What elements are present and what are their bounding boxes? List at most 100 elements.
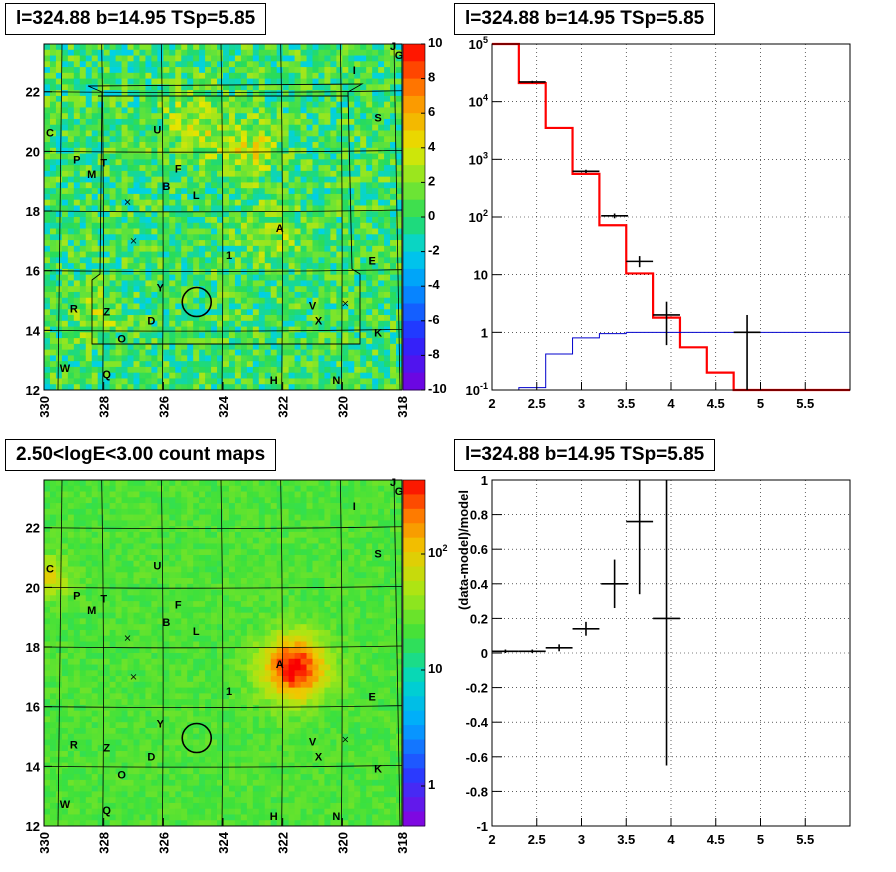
x-tick-label: 5 [757,396,764,411]
colorbar-cell [403,95,425,114]
colorbar-tick-label: 0 [428,208,435,223]
colorbar-tick-label: -2 [428,243,440,258]
colorbar-cell [403,494,425,510]
grid-meridian [280,479,283,827]
colorbar-cell [403,696,425,712]
colorbar-tick-label: 8 [428,70,435,85]
y-tick-label: 0.6 [470,542,488,557]
map-grid [43,43,403,391]
grid-parallel [43,149,403,153]
x-tick-label: 2 [488,832,495,847]
colorbar-cell [403,580,425,596]
colorbar-cell [403,753,425,769]
source-label: G [395,50,404,62]
colorbar-cell [403,537,425,553]
residual-title: l=324.88 b=14.95 TSp=5.85 [454,439,716,471]
x-tick-label: 5.5 [796,396,814,411]
colorbar-cell [403,286,425,304]
colorbar-cell [403,768,425,784]
residual-point [626,480,654,595]
colorbar-cell [403,182,425,201]
source-label: Q [102,369,111,381]
x-tick-label: 2 [488,396,495,411]
x-tick-label: 3 [578,832,585,847]
x-tick-label: 326 [156,396,171,418]
y-axis-label: (data-model)/model [456,490,471,610]
colorbar-cell [403,147,425,166]
colorbar-tick-label: -4 [428,277,440,292]
source-cross [124,199,131,205]
y-tick-label: 20 [26,144,40,159]
grid-parallel [43,328,403,332]
source-label: E [369,692,376,704]
colorbar-tick-label: -8 [428,346,440,361]
colorbar-tick-label: 2 [428,173,435,188]
map-grid [43,479,403,827]
spectrum-panel: l=324.88 b=14.95 TSp=5.85 2 2.5 3 3.5 4 4.5 5 5… [448,0,896,436]
map-pixels [44,44,403,391]
y-tick-label: 14 [26,323,41,338]
model-source-line [492,331,850,391]
source-label: M [87,169,96,181]
source-label: P [73,590,80,602]
grid-meridian [339,479,343,827]
source-label: Z [103,306,110,318]
y-tick-label: 18 [26,640,40,655]
y-tick-label: 0.8 [470,508,488,523]
grid-parallel [43,209,403,213]
x-tick-label: 326 [156,832,171,854]
data-point [518,80,546,84]
residual-point [492,649,519,653]
grid-parallel [43,764,403,768]
colorbar-tick-label: 1 [428,777,435,792]
source-cross [342,300,349,307]
source-label: B [162,617,170,629]
grid-parallel [43,705,403,708]
colorbar-tick-label: 10 [428,661,442,676]
ts-colorbar: 10 8 6 4 2 0 -2 -4 -6 -8 -10 [402,35,447,396]
colorbar-frame [402,479,426,827]
source-label: J [390,477,396,489]
colorbar-cell [403,338,425,356]
x-tick-label: 3.5 [617,396,635,411]
colorbar-cell [403,523,425,539]
grid [492,479,850,827]
grid-meridian [160,43,164,391]
source-label: U [153,561,161,573]
x-tick-label: 4.5 [707,396,725,411]
source-label: T [100,157,107,169]
source-cross [342,736,349,743]
source-label: Q [102,805,111,817]
y-tick-label: 14 [26,759,41,774]
grid-meridian-edge [393,43,401,391]
colorbar-cell [403,61,425,80]
data-point [626,256,654,268]
residual-point [601,559,629,609]
x-tick-label: 318 [395,832,410,854]
colorbar-cell [403,217,425,235]
colorbar-cell [403,811,425,827]
grid-parallel [43,585,403,589]
colorbar-tick-label: 10 [428,35,442,50]
x-tick-label: 322 [276,396,291,418]
colorbar-cell [403,78,425,97]
colorbar-cell [403,797,425,813]
x-tick-label: 324 [216,395,231,417]
x-tick-label: 328 [97,396,112,418]
residual-svg: 2 2.5 3 3.5 4 4.5 5 5.5 -1 -0.8 -0.6 -0.4 -0.2 0 0.2 0.… [456,473,851,847]
x-tick-label: 3.5 [617,832,635,847]
colorbar-cell [403,681,425,697]
colorbar-cell [403,320,425,339]
x-tick-label: 330 [37,396,52,418]
colorbar-cell [403,552,425,567]
colorbar-cell [403,480,425,495]
data-point [601,213,629,219]
y-tick-label: 0 [481,646,488,661]
colorbar-tick-label: -10 [428,381,447,396]
x-axis: 330 328 326 324 322 320 318 [37,382,410,418]
target-circle [181,722,213,754]
y-tick-label: 105 [469,35,488,52]
